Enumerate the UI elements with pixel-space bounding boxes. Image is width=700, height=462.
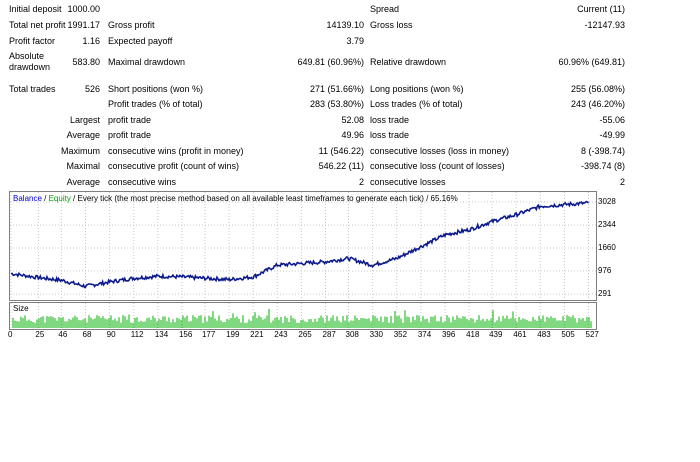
x-tick-label: 527 — [585, 330, 599, 339]
average-label: Average — [66, 130, 100, 140]
max-consec-wins-value: 11 (546.22) — [318, 146, 364, 156]
average-profit-label: profit trade — [108, 130, 152, 140]
gross-loss-label: Gross loss — [370, 20, 413, 30]
y-tick-label: 2344 — [598, 219, 616, 229]
avg-consec-losses-value: 2 — [619, 177, 625, 187]
x-tick-label: 156 — [178, 330, 193, 339]
largest-label: Largest — [69, 115, 100, 125]
x-tick-label: 483 — [537, 330, 551, 339]
gross-profit-value: 14139.10 — [326, 20, 364, 30]
x-tick-label: 287 — [322, 330, 336, 339]
gross-profit-label: Gross profit — [108, 20, 155, 30]
largest-loss-label: loss trade — [370, 115, 410, 125]
x-tick-label: 25 — [35, 330, 45, 339]
x-tick-label: 374 — [417, 330, 432, 339]
largest-profit-value: 52.08 — [341, 115, 364, 125]
legend-equity: Equity — [48, 194, 71, 203]
avg-consec-wins-label: consecutive wins — [108, 177, 177, 187]
maximal-consec-loss-label: consecutive loss (count of losses) — [370, 161, 505, 171]
short-positions-label: Short positions (won %) — [108, 84, 204, 94]
total-net-profit-label: Total net profit — [9, 20, 66, 30]
spread-label: Spread — [370, 4, 400, 14]
loss-trades-label: Loss trades (% of total) — [370, 99, 463, 109]
x-tick-label: 0 — [8, 330, 13, 339]
x-tick-label: 352 — [393, 330, 408, 339]
x-tick-label: 243 — [274, 330, 288, 339]
x-tick-label: 68 — [82, 330, 92, 339]
short-positions-value: 271 (51.66%) — [309, 84, 364, 94]
total-trades-label: Total trades — [9, 84, 56, 94]
x-tick-label: 396 — [441, 330, 456, 339]
x-tick-label: 199 — [226, 330, 240, 339]
y-tick-label: 976 — [598, 265, 612, 275]
expected-payoff-label: Expected payoff — [108, 36, 173, 46]
legend-separator: / — [41, 194, 49, 203]
y-tick-label: 291 — [598, 289, 612, 298]
long-positions-value: 255 (56.08%) — [570, 84, 625, 94]
maximal-consec-profit-label: consecutive profit (count of wins) — [108, 161, 240, 171]
x-tick-label: 505 — [561, 330, 575, 339]
size-chart-svg — [10, 303, 592, 329]
largest-profit-label: profit trade — [108, 115, 152, 125]
balance-chart: Balance / Equity / Every tick (the most … — [9, 191, 597, 301]
x-tick-label: 418 — [466, 330, 480, 339]
average-loss-label: loss trade — [370, 130, 410, 140]
maximal-consec-loss-value: -398.74 (8) — [580, 161, 625, 171]
x-tick-label: 90 — [106, 330, 116, 339]
initial-deposit-value: 1000.00 — [67, 4, 100, 14]
chart-legend: Balance / Equity / Every tick (the most … — [13, 194, 458, 203]
largest-loss-value: -55.06 — [599, 115, 625, 125]
relative-drawdown-value: 60.96% (649.81) — [558, 57, 625, 67]
maximal-label: Maximal — [66, 161, 100, 171]
profit-factor-value: 1.16 — [82, 36, 100, 46]
absolute-drawdown-label: Absolute — [9, 51, 45, 61]
y-tick-label: 1660 — [598, 242, 616, 252]
absolute-drawdown-value: 583.80 — [72, 57, 100, 67]
maximal-consec-profit-value: 546.22 (11) — [318, 161, 364, 171]
x-tick-label: 112 — [130, 330, 144, 339]
maximal-drawdown-value: 649.81 (60.96%) — [297, 57, 364, 67]
x-tick-label: 330 — [369, 330, 383, 339]
x-tick-label: 461 — [513, 330, 527, 339]
x-tick-label: 221 — [250, 330, 264, 339]
profit-trades-label: Profit trades (% of total) — [108, 99, 203, 109]
maximal-drawdown-label: Maximal drawdown — [108, 57, 186, 67]
x-tick-label: 439 — [489, 330, 503, 339]
x-tick-label: 177 — [201, 330, 216, 339]
expected-payoff-value: 3.79 — [346, 36, 364, 46]
x-tick-label: 308 — [345, 330, 359, 339]
loss-trades-value: 243 (46.20%) — [570, 99, 625, 109]
avg-consec-losses-label: consecutive losses — [370, 177, 446, 187]
average2-label: Average — [66, 177, 100, 187]
max-consec-losses-value: 8 (-398.74) — [580, 146, 625, 156]
maximum-label: Maximum — [60, 146, 100, 156]
average-profit-value: 49.96 — [341, 130, 364, 140]
relative-drawdown-label: Relative drawdown — [370, 57, 447, 67]
size-label: Size — [13, 304, 29, 313]
max-consec-losses-label: consecutive losses (loss in money) — [370, 146, 510, 156]
x-tick-label: 265 — [298, 330, 312, 339]
max-consec-wins-label: consecutive wins (profit in money) — [108, 146, 244, 156]
balance-series-line — [10, 200, 589, 289]
total-net-profit-value: 1991.17 — [67, 20, 100, 30]
y-tick-label: 3028 — [598, 197, 616, 206]
avg-consec-wins-value: 2 — [358, 177, 364, 187]
x-tick-label: 46 — [58, 330, 68, 339]
profit-factor-label: Profit factor — [9, 36, 56, 46]
spread-value: Current (11) — [577, 4, 625, 14]
balance-chart-svg — [10, 192, 596, 300]
legend-description: / Every tick (the most precise method ba… — [70, 194, 458, 203]
profit-trades-value: 283 (53.80%) — [309, 99, 364, 109]
total-trades-value: 526 — [84, 84, 100, 94]
average-loss-value: -49.99 — [599, 130, 625, 140]
size-panel: Size — [9, 302, 597, 330]
x-tick-label: 134 — [154, 330, 169, 339]
long-positions-label: Long positions (won %) — [370, 84, 464, 94]
initial-deposit-label: Initial deposit — [9, 4, 62, 14]
absolute-drawdown-label-2: drawdown — [9, 62, 51, 72]
gross-loss-value: -12147.93 — [584, 20, 625, 30]
legend-balance: Balance — [13, 194, 42, 203]
